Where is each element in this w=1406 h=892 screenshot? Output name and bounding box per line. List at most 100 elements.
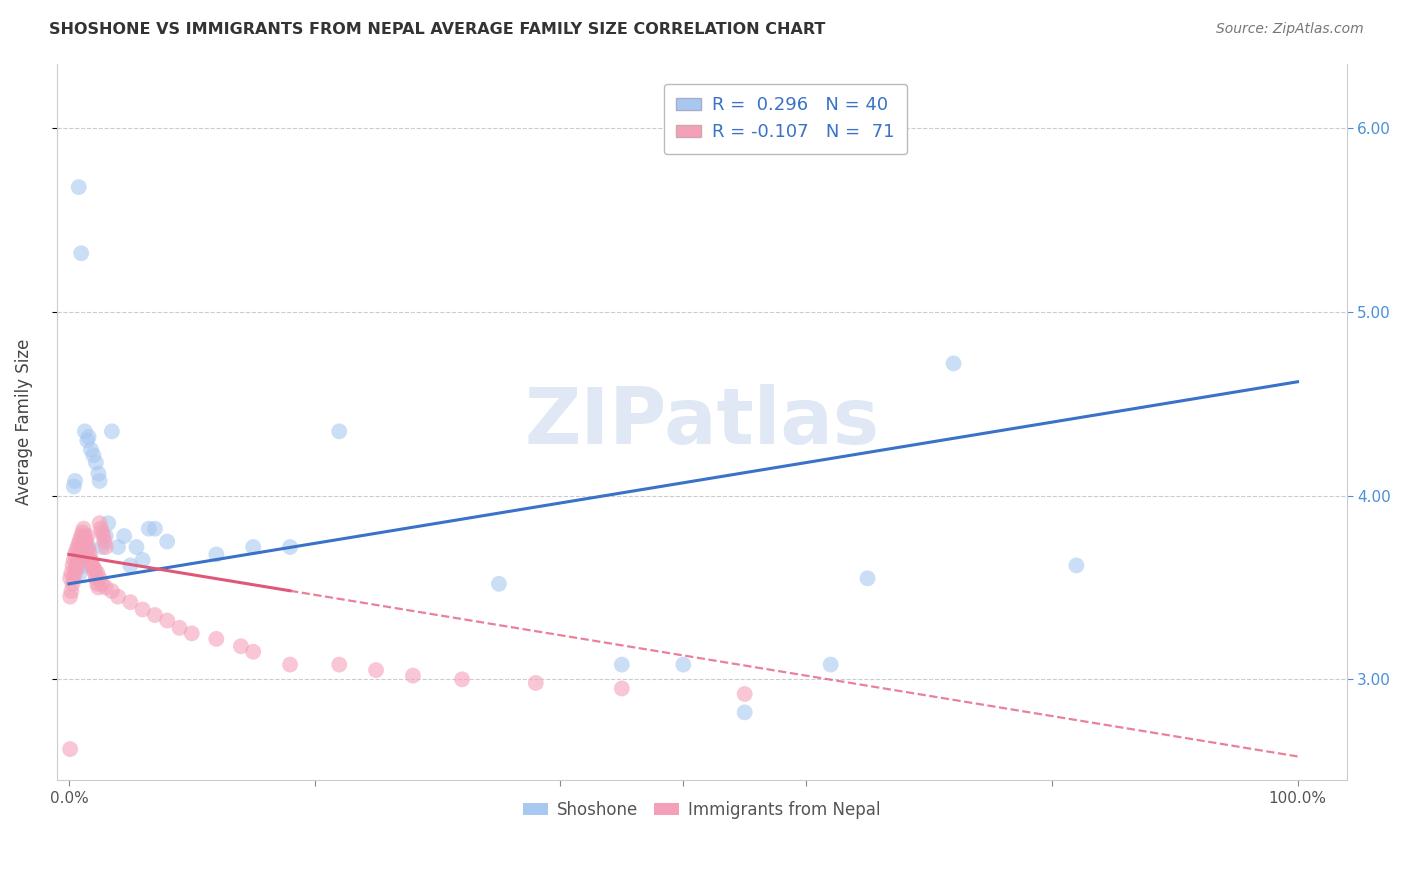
Point xyxy=(91,529,114,543)
Point xyxy=(82,562,104,576)
Point xyxy=(205,632,228,646)
Point xyxy=(70,543,93,558)
Point xyxy=(65,558,87,573)
Point xyxy=(76,540,98,554)
Point xyxy=(91,525,114,540)
Point xyxy=(328,657,350,672)
Point xyxy=(94,529,117,543)
Point xyxy=(75,534,97,549)
Point xyxy=(169,621,191,635)
Point xyxy=(1066,558,1088,573)
Point xyxy=(402,668,425,682)
Point xyxy=(84,456,107,470)
Point xyxy=(143,522,166,536)
Point xyxy=(80,442,103,457)
Point xyxy=(62,479,84,493)
Point xyxy=(86,566,108,580)
Point xyxy=(91,540,114,554)
Point xyxy=(90,522,112,536)
Point xyxy=(66,540,89,554)
Point xyxy=(205,548,228,562)
Point xyxy=(72,522,94,536)
Point xyxy=(94,581,117,595)
Point xyxy=(62,571,84,585)
Point xyxy=(107,590,129,604)
Point xyxy=(67,553,90,567)
Point xyxy=(120,595,142,609)
Point xyxy=(87,581,110,595)
Point xyxy=(328,425,350,439)
Point xyxy=(89,474,111,488)
Point xyxy=(101,425,124,439)
Point xyxy=(672,657,695,672)
Point xyxy=(73,529,96,543)
Point xyxy=(451,673,474,687)
Point xyxy=(63,566,86,580)
Point xyxy=(62,553,84,567)
Point xyxy=(610,657,633,672)
Point xyxy=(69,549,91,564)
Point xyxy=(67,536,90,550)
Point xyxy=(70,529,93,543)
Point xyxy=(94,540,117,554)
Point xyxy=(82,448,104,462)
Legend: Shoshone, Immigrants from Nepal: Shoshone, Immigrants from Nepal xyxy=(516,795,887,826)
Point xyxy=(820,657,842,672)
Point xyxy=(734,687,756,701)
Point xyxy=(63,548,86,562)
Point xyxy=(72,536,94,550)
Point xyxy=(79,553,101,567)
Point xyxy=(101,584,124,599)
Point xyxy=(156,614,179,628)
Point xyxy=(84,571,107,585)
Point xyxy=(86,576,108,591)
Point xyxy=(229,639,252,653)
Text: SHOSHONE VS IMMIGRANTS FROM NEPAL AVERAGE FAMILY SIZE CORRELATION CHART: SHOSHONE VS IMMIGRANTS FROM NEPAL AVERAG… xyxy=(49,22,825,37)
Point xyxy=(79,548,101,562)
Point xyxy=(83,562,105,576)
Point xyxy=(59,590,82,604)
Point xyxy=(734,706,756,720)
Point xyxy=(112,529,135,543)
Point xyxy=(73,533,96,547)
Point xyxy=(488,576,510,591)
Point xyxy=(72,525,94,540)
Text: ZIPatlas: ZIPatlas xyxy=(524,384,879,460)
Point xyxy=(278,657,301,672)
Point xyxy=(87,467,110,481)
Point xyxy=(80,553,103,567)
Point xyxy=(72,540,94,554)
Point xyxy=(60,566,83,580)
Point xyxy=(77,543,100,558)
Point xyxy=(856,571,879,585)
Point xyxy=(62,576,84,591)
Point xyxy=(65,543,87,558)
Point xyxy=(67,180,90,194)
Point xyxy=(942,356,965,370)
Point xyxy=(120,558,142,573)
Point xyxy=(131,553,153,567)
Text: Source: ZipAtlas.com: Source: ZipAtlas.com xyxy=(1216,22,1364,37)
Point xyxy=(131,602,153,616)
Point xyxy=(89,571,111,585)
Point xyxy=(138,522,160,536)
Point xyxy=(59,571,82,585)
Point xyxy=(242,645,264,659)
Point xyxy=(77,430,100,444)
Point xyxy=(72,558,94,573)
Point xyxy=(63,474,86,488)
Point xyxy=(82,558,104,573)
Point xyxy=(524,676,547,690)
Point xyxy=(143,607,166,622)
Point xyxy=(62,558,84,573)
Point xyxy=(60,584,83,599)
Y-axis label: Average Family Size: Average Family Size xyxy=(15,339,32,506)
Point xyxy=(59,742,82,756)
Point xyxy=(156,534,179,549)
Point xyxy=(89,516,111,531)
Point xyxy=(91,576,114,591)
Point xyxy=(278,540,301,554)
Point xyxy=(107,540,129,554)
Point xyxy=(180,626,202,640)
Point xyxy=(70,246,93,260)
